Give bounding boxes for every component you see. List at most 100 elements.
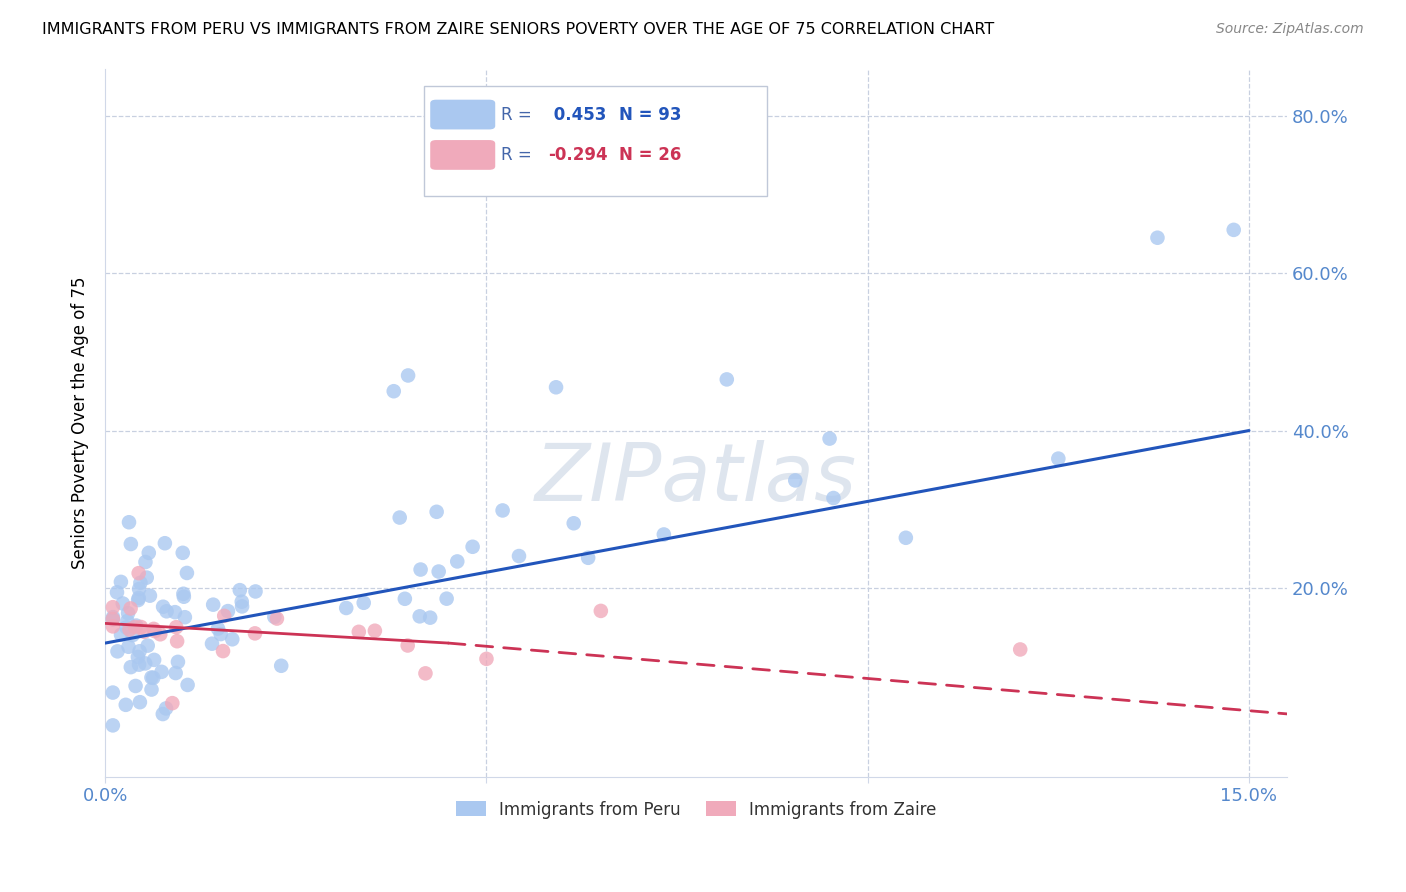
Point (263, 610, 285, 624)
Text: Source: ZipAtlas.com: Source: ZipAtlas.com (1216, 22, 1364, 37)
Point (491, 503, 513, 517)
Point (576, 550, 599, 565)
Point (427, 565, 450, 579)
Point (129, 620, 152, 634)
Point (347, 624, 370, 639)
Point (143, 624, 166, 639)
Point (396, 368, 419, 383)
Point (396, 639, 419, 653)
Point (138, 546, 160, 560)
Point (121, 628, 143, 642)
Point (172, 587, 194, 601)
Point (117, 640, 139, 654)
Point (173, 610, 195, 624)
Point (589, 604, 612, 618)
Point (101, 685, 124, 699)
Point (141, 682, 163, 697)
Point (101, 600, 124, 615)
Point (105, 585, 128, 599)
FancyBboxPatch shape (430, 140, 495, 169)
Point (176, 678, 198, 692)
Point (176, 566, 198, 580)
Point (409, 563, 432, 577)
Point (143, 653, 166, 667)
Point (142, 671, 165, 685)
Point (266, 611, 288, 625)
Point (155, 604, 177, 618)
Point (136, 639, 159, 653)
Point (135, 571, 157, 585)
Point (231, 599, 253, 614)
Point (101, 610, 124, 624)
Point (217, 604, 239, 618)
Point (409, 609, 432, 624)
Point (201, 637, 224, 651)
Point (562, 516, 585, 531)
Point (1047, 451, 1070, 466)
Point (394, 591, 416, 606)
Point (153, 536, 176, 550)
Point (134, 657, 156, 671)
Point (207, 622, 229, 636)
Point (229, 583, 252, 598)
Point (353, 596, 375, 610)
Point (114, 698, 136, 712)
Point (120, 660, 142, 674)
Point (101, 612, 124, 626)
Point (142, 622, 165, 636)
FancyBboxPatch shape (430, 100, 495, 129)
Text: R =: R = (501, 105, 531, 124)
Point (128, 591, 150, 605)
Point (508, 549, 530, 563)
Point (426, 505, 449, 519)
Point (134, 624, 156, 639)
Point (115, 620, 138, 634)
Point (139, 589, 162, 603)
Point (101, 612, 124, 626)
Point (118, 623, 141, 637)
Text: ZIPatlas: ZIPatlas (536, 441, 858, 518)
Point (111, 597, 134, 611)
Point (128, 566, 150, 581)
Point (117, 606, 139, 620)
Text: IMMIGRANTS FROM PERU VS IMMIGRANTS FROM ZAIRE SENIORS POVERTY OVER THE AGE OF 75: IMMIGRANTS FROM PERU VS IMMIGRANTS FROM … (42, 22, 994, 37)
Point (152, 707, 174, 722)
Point (243, 626, 266, 640)
Text: -0.294: -0.294 (548, 146, 607, 164)
Point (652, 527, 675, 541)
Point (152, 599, 174, 614)
Point (415, 666, 437, 681)
Point (335, 601, 357, 615)
Point (544, 380, 567, 394)
Point (110, 628, 132, 642)
Point (117, 614, 139, 628)
Point (134, 555, 156, 569)
Point (101, 619, 124, 633)
Point (231, 595, 253, 609)
Point (167, 655, 190, 669)
Point (1222, 223, 1244, 237)
Point (419, 610, 441, 624)
Point (1010, 642, 1032, 657)
Point (141, 671, 163, 685)
Point (101, 718, 124, 732)
Point (475, 652, 498, 666)
FancyBboxPatch shape (425, 87, 768, 196)
Point (388, 510, 411, 524)
Text: R =: R = (501, 146, 531, 164)
Point (110, 574, 132, 589)
Text: 0.453: 0.453 (548, 105, 607, 124)
Point (150, 665, 173, 679)
Point (823, 491, 845, 505)
Point (818, 432, 841, 446)
Point (125, 618, 148, 632)
Point (120, 601, 142, 615)
Point (149, 627, 172, 641)
Point (124, 620, 146, 634)
Point (270, 658, 292, 673)
Point (446, 554, 468, 568)
Text: N = 93: N = 93 (619, 105, 682, 124)
Point (107, 644, 129, 658)
Text: N = 26: N = 26 (619, 146, 682, 164)
Point (716, 372, 738, 386)
